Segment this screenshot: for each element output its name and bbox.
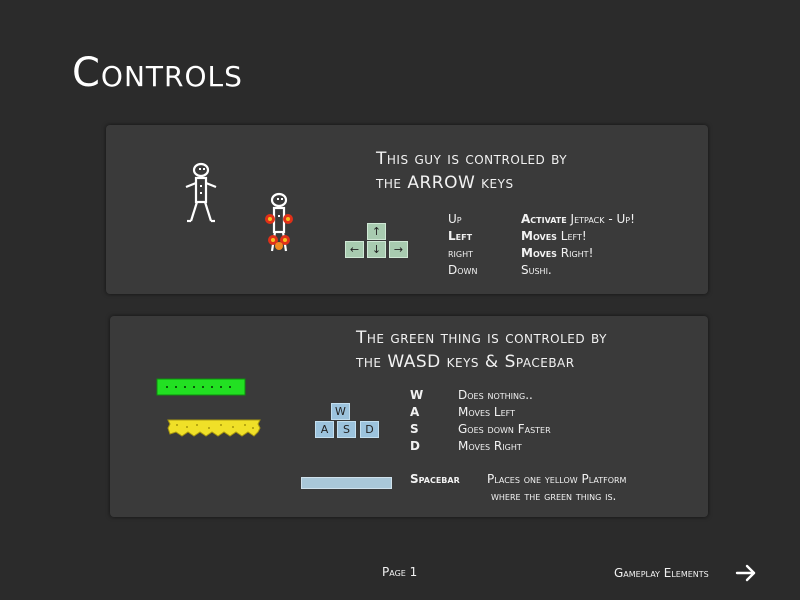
control-key: Spacebar bbox=[410, 472, 460, 486]
control-desc: Moves Left bbox=[458, 405, 516, 419]
control-key: Up bbox=[448, 212, 462, 226]
green-thing-sprite bbox=[156, 378, 246, 396]
s-key: S bbox=[337, 421, 356, 438]
table-row: A Moves Left bbox=[410, 404, 551, 421]
page-title: Controls bbox=[72, 50, 243, 96]
w-key: W bbox=[331, 403, 350, 420]
wasd-controls-table: W Does nothing.. A Moves Left S Goes dow… bbox=[410, 387, 551, 455]
panel2-heading: The green thing is controled by the WASD… bbox=[356, 326, 607, 374]
panel2-heading-line2: the WASD keys & Spacebar bbox=[356, 352, 575, 372]
robot-sprite bbox=[185, 162, 217, 223]
robot-jetpack-sprite bbox=[265, 192, 293, 252]
control-desc: Moves Left! bbox=[521, 229, 587, 243]
control-desc: Sushi. bbox=[521, 263, 552, 277]
arrow-right-key: → bbox=[389, 241, 408, 258]
control-desc: Moves Right! bbox=[521, 246, 594, 260]
control-key: right bbox=[448, 246, 474, 260]
spacebar-key bbox=[301, 477, 392, 489]
arrow-right-icon[interactable] bbox=[735, 564, 757, 582]
control-desc: Places one yellow Platform where the gre… bbox=[487, 472, 627, 503]
yellow-platform-sprite bbox=[167, 419, 261, 437]
control-key: S bbox=[410, 422, 419, 436]
control-desc: Does nothing.. bbox=[458, 388, 533, 402]
spacebar-controls: Spacebar Places one yellow Platform wher… bbox=[410, 471, 626, 505]
arrow-keys-panel: This guy is controled by the ARROW keys bbox=[106, 125, 708, 294]
control-key: D bbox=[410, 439, 420, 453]
arrow-down-key: ↓ bbox=[367, 241, 386, 258]
control-desc: Activate Jetpack - Up! bbox=[521, 212, 635, 226]
control-key: A bbox=[410, 405, 420, 419]
next-page-link[interactable]: Gameplay Elements bbox=[614, 566, 709, 580]
table-row: Up Activate Jetpack - Up! bbox=[448, 211, 635, 228]
panel1-heading-line1: This guy is controled by bbox=[376, 149, 568, 169]
a-key: A bbox=[315, 421, 334, 438]
wasd-keys-panel: The green thing is controled by the WASD… bbox=[110, 316, 708, 517]
control-key: Left bbox=[448, 229, 473, 243]
control-desc: Moves Right bbox=[458, 439, 522, 453]
control-desc: Goes down Faster bbox=[458, 422, 551, 436]
table-row: right Moves Right! bbox=[448, 245, 635, 262]
panel2-heading-line1: The green thing is controled by bbox=[356, 328, 607, 348]
arrow-controls-table: Up Activate Jetpack - Up! Left Moves Lef… bbox=[448, 211, 635, 279]
table-row: Down Sushi. bbox=[448, 262, 635, 279]
panel1-heading: This guy is controled by the ARROW keys bbox=[376, 147, 567, 195]
table-row: D Moves Right bbox=[410, 438, 551, 455]
arrow-up-key: ↑ bbox=[367, 223, 386, 240]
table-row: Spacebar Places one yellow Platform wher… bbox=[410, 471, 626, 505]
control-key: W bbox=[410, 388, 424, 402]
table-row: W Does nothing.. bbox=[410, 387, 551, 404]
arrow-left-key: ← bbox=[345, 241, 364, 258]
table-row: Left Moves Left! bbox=[448, 228, 635, 245]
panel1-heading-line2: the ARROW keys bbox=[376, 173, 514, 193]
control-key: Down bbox=[448, 263, 478, 277]
table-row: S Goes down Faster bbox=[410, 421, 551, 438]
d-key: D bbox=[360, 421, 379, 438]
page-number: Page 1 bbox=[382, 565, 418, 579]
